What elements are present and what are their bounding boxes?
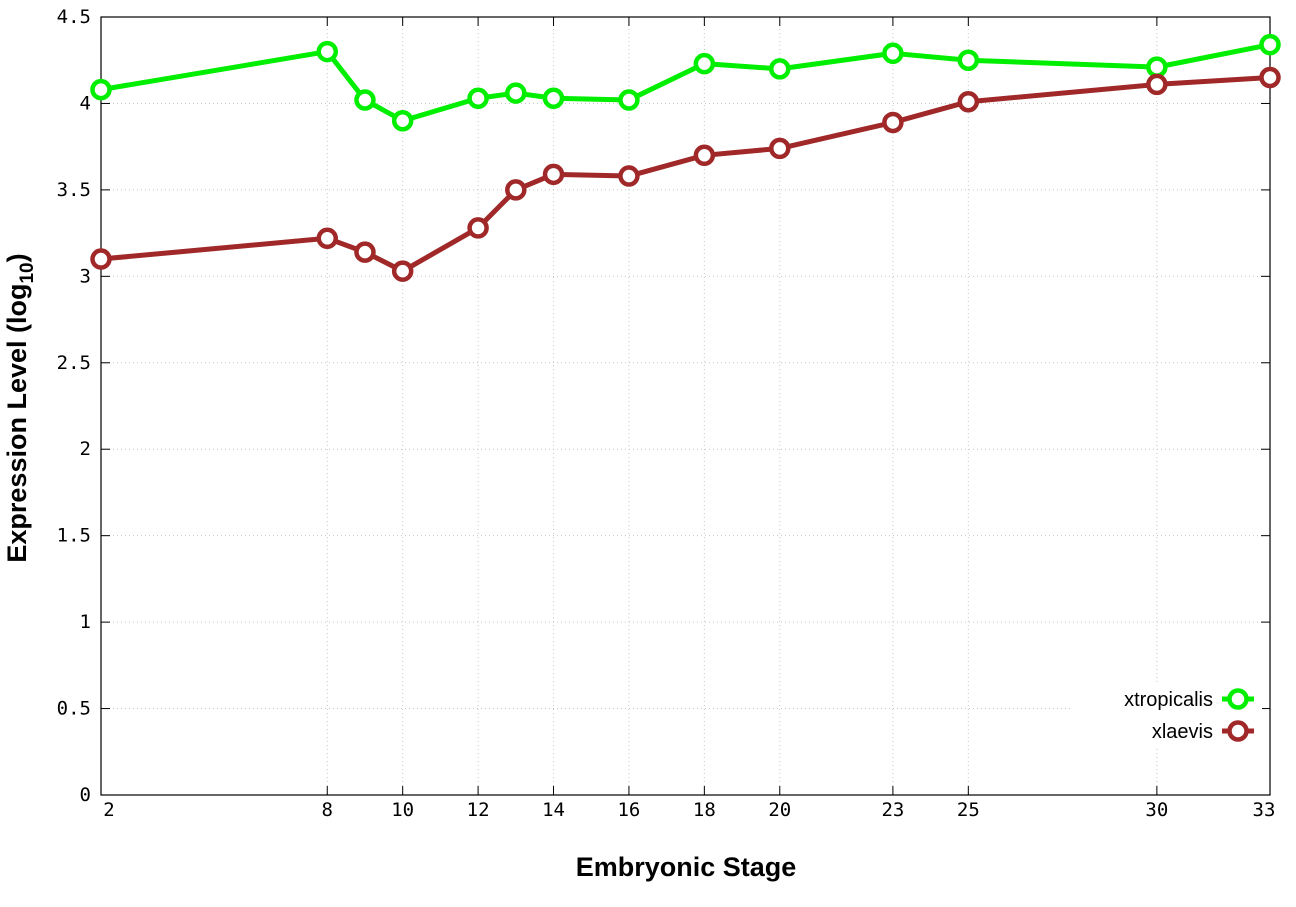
y-tick-label: 4 xyxy=(80,92,91,114)
legend: xtropicalis xlaevis xyxy=(1070,682,1262,748)
data-point-xlaevis xyxy=(354,241,376,263)
data-point-xtropicalis xyxy=(882,42,904,65)
data-point-xlaevis xyxy=(957,90,980,113)
axes: 0 0.5 1 1.5 2 2.5 3 3.5 4 4.5 2 8 10 12 14 16 18 20 23 25 30… xyxy=(57,6,1276,821)
data-point-xtropicalis xyxy=(467,87,489,110)
y-tick-label: 2 xyxy=(80,438,91,460)
data-point-xlaevis xyxy=(693,144,716,167)
x-axis-title: Embryonic Stage xyxy=(576,852,797,882)
data-point-xtropicalis xyxy=(693,52,716,75)
x-tick-label: 12 xyxy=(467,799,490,821)
y-axis-title-subscript: 10 xyxy=(17,262,38,283)
data-point-xlaevis xyxy=(90,248,112,270)
x-tick-label: 2 xyxy=(103,799,114,821)
x-tick-label: 23 xyxy=(881,799,904,821)
data-point-xlaevis xyxy=(391,260,414,282)
data-point-xlaevis xyxy=(542,163,565,186)
data-point-xtropicalis xyxy=(505,82,527,104)
y-tick-label: 1 xyxy=(80,611,91,633)
series-line-xlaevis xyxy=(100,75,1271,274)
x-tick-label: 14 xyxy=(542,799,565,821)
y-tick-label: 2.5 xyxy=(57,352,91,374)
x-tick-label: 10 xyxy=(391,799,414,821)
data-point-xlaevis xyxy=(467,217,489,239)
x-tick-label: 30 xyxy=(1145,799,1168,821)
legend-label-xlaevis: xlaevis xyxy=(1152,721,1213,743)
y-tick-label: 4.5 xyxy=(57,6,91,28)
data-point-xlaevis xyxy=(882,111,904,134)
y-tick-label: 0.5 xyxy=(57,698,91,720)
y-axis-title: Expression Level (log10) xyxy=(2,253,38,562)
x-tick-label: 33 xyxy=(1253,799,1276,821)
data-point-xtropicalis xyxy=(316,40,339,63)
data-point-xtropicalis xyxy=(354,89,376,111)
data-point-xlaevis xyxy=(505,179,527,201)
data-point-xtropicalis xyxy=(542,87,565,110)
legend-swatch-marker-xtropicalis xyxy=(1227,688,1249,710)
x-tick-label: 25 xyxy=(957,799,980,821)
y-tick-label: 1.5 xyxy=(57,525,91,547)
data-point-xtropicalis xyxy=(957,49,980,71)
data-point-xtropicalis xyxy=(1259,33,1281,56)
x-tick-label: 16 xyxy=(617,799,640,821)
y-axis-title-main: Expression Level (log xyxy=(2,284,32,563)
data-point-xlaevis xyxy=(618,165,640,187)
series-layer xyxy=(90,33,1281,282)
grid xyxy=(101,17,1270,795)
x-tick-label: 8 xyxy=(322,799,333,821)
data-point-xlaevis xyxy=(769,137,791,160)
x-tick-label: 18 xyxy=(693,799,716,821)
data-point-xtropicalis xyxy=(769,58,791,80)
data-point-xlaevis xyxy=(1146,73,1168,96)
y-tick-label: 3.5 xyxy=(57,179,91,201)
x-tick-label: 20 xyxy=(768,799,791,821)
data-point-xtropicalis xyxy=(391,109,414,132)
y-tick-label: 3 xyxy=(80,265,91,287)
y-tick-label: 0 xyxy=(80,784,91,806)
data-point-xtropicalis xyxy=(618,89,640,111)
plot-border xyxy=(100,16,1271,796)
data-point-xtropicalis xyxy=(1146,56,1168,78)
legend-swatch-marker-xlaevis xyxy=(1227,720,1249,742)
data-point-xtropicalis xyxy=(90,78,112,101)
legend-label-xtropicalis: xtropicalis xyxy=(1124,689,1213,711)
data-point-xlaevis xyxy=(1259,66,1281,89)
series-line-xtropicalis xyxy=(100,42,1271,124)
y-axis-title-suffix: ) xyxy=(2,253,32,262)
data-point-xlaevis xyxy=(316,227,339,250)
